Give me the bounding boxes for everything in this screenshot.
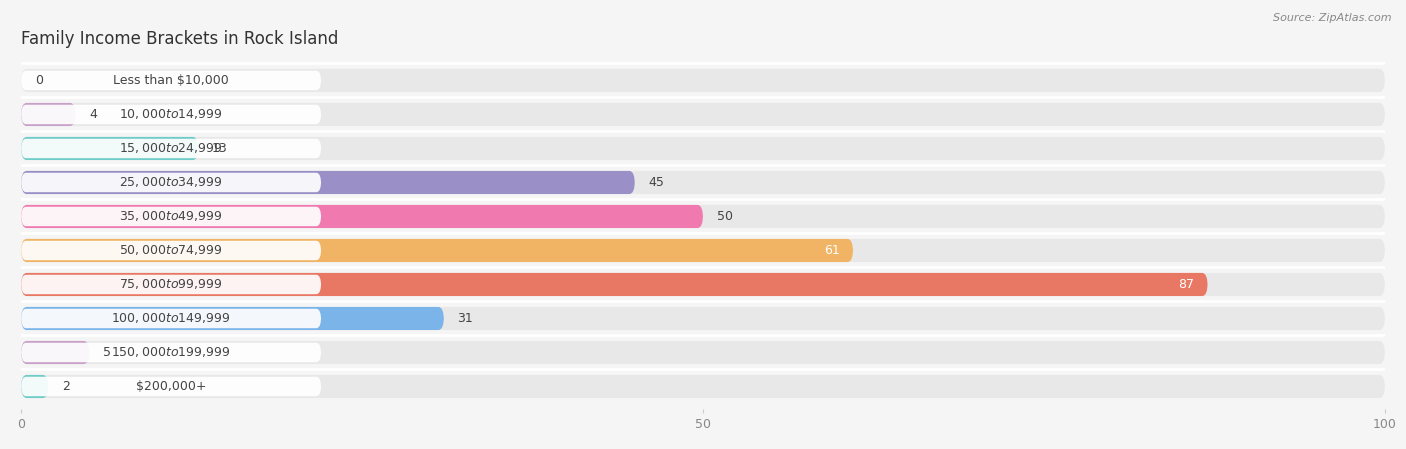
FancyBboxPatch shape — [21, 273, 1385, 296]
FancyBboxPatch shape — [21, 309, 321, 328]
FancyBboxPatch shape — [21, 103, 1385, 126]
FancyBboxPatch shape — [21, 69, 1385, 92]
Text: Family Income Brackets in Rock Island: Family Income Brackets in Rock Island — [21, 31, 339, 48]
Text: $100,000 to $149,999: $100,000 to $149,999 — [111, 312, 231, 326]
Text: $25,000 to $34,999: $25,000 to $34,999 — [120, 176, 224, 189]
FancyBboxPatch shape — [21, 341, 1385, 364]
FancyBboxPatch shape — [21, 103, 76, 126]
Text: 0: 0 — [35, 74, 42, 87]
FancyBboxPatch shape — [21, 273, 1208, 296]
FancyBboxPatch shape — [21, 207, 321, 226]
FancyBboxPatch shape — [21, 71, 321, 90]
FancyBboxPatch shape — [21, 341, 90, 364]
FancyBboxPatch shape — [21, 171, 636, 194]
FancyBboxPatch shape — [21, 137, 198, 160]
Text: 87: 87 — [1178, 278, 1194, 291]
Text: Less than $10,000: Less than $10,000 — [114, 74, 229, 87]
FancyBboxPatch shape — [21, 241, 321, 260]
Text: $50,000 to $74,999: $50,000 to $74,999 — [120, 243, 224, 257]
Text: $15,000 to $24,999: $15,000 to $24,999 — [120, 141, 224, 155]
FancyBboxPatch shape — [21, 275, 321, 294]
FancyBboxPatch shape — [21, 239, 853, 262]
Text: 2: 2 — [62, 380, 70, 393]
Text: 61: 61 — [824, 244, 839, 257]
Text: $200,000+: $200,000+ — [136, 380, 207, 393]
FancyBboxPatch shape — [21, 343, 321, 362]
FancyBboxPatch shape — [21, 171, 1385, 194]
FancyBboxPatch shape — [21, 375, 1385, 398]
FancyBboxPatch shape — [21, 173, 321, 192]
FancyBboxPatch shape — [21, 105, 321, 124]
FancyBboxPatch shape — [21, 375, 48, 398]
Text: $35,000 to $49,999: $35,000 to $49,999 — [120, 210, 224, 224]
Text: 31: 31 — [457, 312, 474, 325]
FancyBboxPatch shape — [21, 205, 703, 228]
Text: $10,000 to $14,999: $10,000 to $14,999 — [120, 107, 224, 122]
Text: 13: 13 — [212, 142, 228, 155]
FancyBboxPatch shape — [21, 137, 1385, 160]
Text: $150,000 to $199,999: $150,000 to $199,999 — [111, 345, 231, 360]
FancyBboxPatch shape — [21, 377, 321, 396]
FancyBboxPatch shape — [21, 307, 1385, 330]
FancyBboxPatch shape — [21, 239, 1385, 262]
FancyBboxPatch shape — [21, 139, 321, 158]
Text: Source: ZipAtlas.com: Source: ZipAtlas.com — [1274, 13, 1392, 23]
Text: 45: 45 — [648, 176, 664, 189]
FancyBboxPatch shape — [21, 205, 1385, 228]
Text: 5: 5 — [103, 346, 111, 359]
Text: 50: 50 — [717, 210, 733, 223]
FancyBboxPatch shape — [21, 307, 444, 330]
Text: $75,000 to $99,999: $75,000 to $99,999 — [120, 277, 224, 291]
Text: 4: 4 — [90, 108, 97, 121]
